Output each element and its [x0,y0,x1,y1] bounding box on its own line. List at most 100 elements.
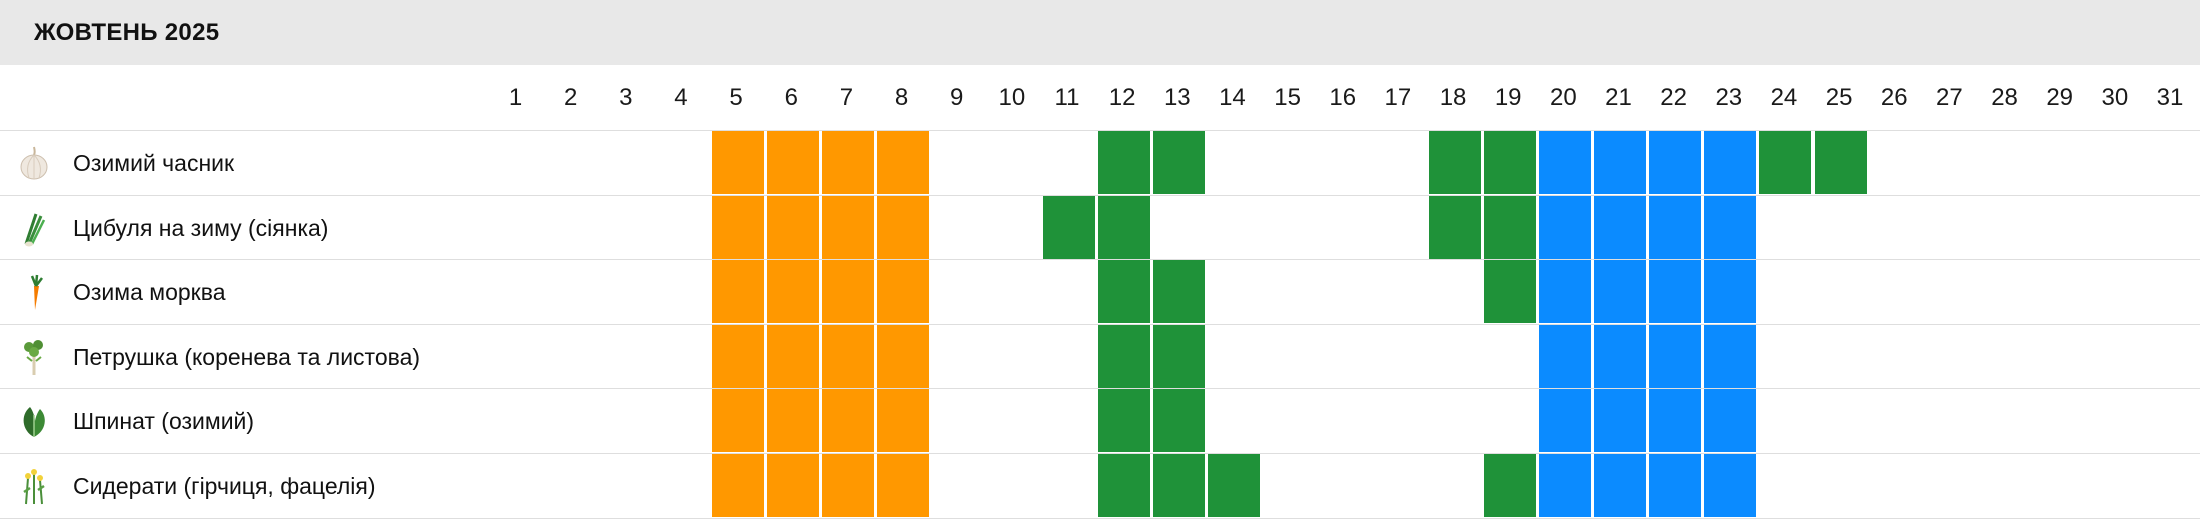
calendar-cell-orange [820,389,875,452]
calendar-cell-orange [765,324,820,388]
calendar-cell-green [1096,324,1151,388]
calendar-cell-blue [1593,389,1647,452]
calendar-cell-green [1096,195,1151,259]
calendar-cell-orange [710,131,765,194]
day-header-2: 2 [563,83,578,111]
crop-row: Цибуля на зиму (сіянка) [0,194,2200,260]
crop-label: Сидерати (гірчиця, фацелія) [73,472,376,499]
calendar-cell-orange [820,131,875,194]
calendar-cell-blue [1703,195,1758,259]
day-header-1: 1 [508,83,523,111]
day-header-30: 30 [2101,83,2129,111]
calendar-cell-orange [710,389,765,452]
calendar-cell-blue [1648,324,1703,388]
calendar-cell-green [1206,453,1261,517]
calendar-cell-green [1482,195,1537,259]
spinach-icon [14,401,54,441]
day-header-9: 9 [950,83,964,111]
garlic-icon [14,143,54,183]
calendar-cell-orange [876,260,931,323]
day-header-3: 3 [619,83,633,111]
calendar-cell-green [1758,131,1813,194]
calendar-cell-orange [710,195,765,259]
calendar-cell-blue [1703,131,1758,194]
calendar-cell-green [1096,389,1151,452]
green-manure-icon [14,466,54,506]
calendar-cell-blue [1537,324,1592,388]
crop-row: Озима морква [0,259,2200,324]
calendar-cell-green [1151,131,1206,194]
calendar-cell-orange [820,195,875,259]
day-header-11: 11 [1054,83,1080,111]
day-header-26: 26 [1880,83,1908,111]
calendar-cell-green [1482,131,1537,194]
calendar-cell-blue [1537,195,1592,259]
calendar-cell-orange [765,131,820,194]
crop-row: Озимий часник [0,130,2200,195]
month-title: ЖОВТЕНЬ 2025 [34,18,220,46]
day-header-27: 27 [1936,83,1963,111]
day-header-6: 6 [784,83,798,111]
day-header-23: 23 [1715,83,1743,111]
calendar-cell-orange [710,453,765,517]
calendar-cell-orange [765,453,820,517]
calendar-cell-green [1151,453,1206,517]
calendar-cell-green [1151,389,1206,452]
day-header-20: 20 [1549,83,1577,111]
calendar-cell-green [1813,131,1868,194]
calendar-cell-green [1427,195,1482,259]
calendar-cell-blue [1648,131,1703,194]
calendar-cell-orange [765,195,820,259]
calendar-cell-green [1151,324,1206,388]
calendar-cell-orange [876,324,931,388]
calendar-cell-blue [1648,453,1703,517]
calendar-cell-blue [1703,389,1758,452]
day-header-19: 19 [1494,83,1522,111]
day-header-17: 17 [1384,83,1412,111]
day-header-18: 18 [1439,83,1467,111]
calendar-cell-orange [710,260,765,323]
day-header-16: 16 [1329,83,1357,111]
day-header-4: 4 [674,83,688,111]
calendar-cell-blue [1593,324,1647,388]
day-header-22: 22 [1660,83,1687,111]
calendar-cell-orange [820,453,875,517]
calendar-cell-blue [1593,195,1647,259]
calendar-cell-blue [1537,260,1592,323]
calendar-cell-blue [1648,389,1703,452]
crop-row: Петрушка (коренева та листова) [0,323,2200,389]
crop-label: Озима морква [73,279,226,305]
crop-row: Шпинат (озимий) [0,388,2200,453]
calendar-cell-blue [1703,453,1758,517]
day-header-28: 28 [1991,83,2018,111]
calendar-cell-orange [765,260,820,323]
calendar-cell-blue [1648,260,1703,323]
calendar-cell-orange [765,389,820,452]
calendar-cell-orange [876,453,931,517]
calendar-cell-green [1096,131,1151,194]
calendar-cell-blue [1703,260,1758,323]
day-header-12: 12 [1108,83,1136,111]
calendar-cell-orange [876,389,931,452]
day-header-29: 29 [2046,83,2074,111]
calendar-cell-orange [710,324,765,388]
day-header-14: 14 [1219,83,1246,111]
calendar-cell-blue [1648,195,1703,259]
calendar-cell-blue [1537,453,1592,517]
carrot-icon [14,272,54,312]
day-header-15: 15 [1274,83,1301,111]
onion-icon [14,208,54,248]
day-header-31: 31 [2156,83,2184,111]
calendar-cell-green [1096,260,1151,323]
calendar-cell-blue [1593,260,1647,323]
calendar-cell-orange [820,324,875,388]
day-header-25: 25 [1825,83,1853,111]
calendar-cell-orange [876,131,931,194]
crop-row: Сидерати (гірчиця, фацелія) [0,452,2200,519]
calendar-cell-orange [820,260,875,323]
calendar-cell-blue [1537,131,1592,194]
calendar-cell-green [1482,260,1537,323]
crop-label: Озимий часник [73,150,235,176]
calendar-cell-blue [1593,453,1647,517]
day-header-10: 10 [998,83,1026,111]
